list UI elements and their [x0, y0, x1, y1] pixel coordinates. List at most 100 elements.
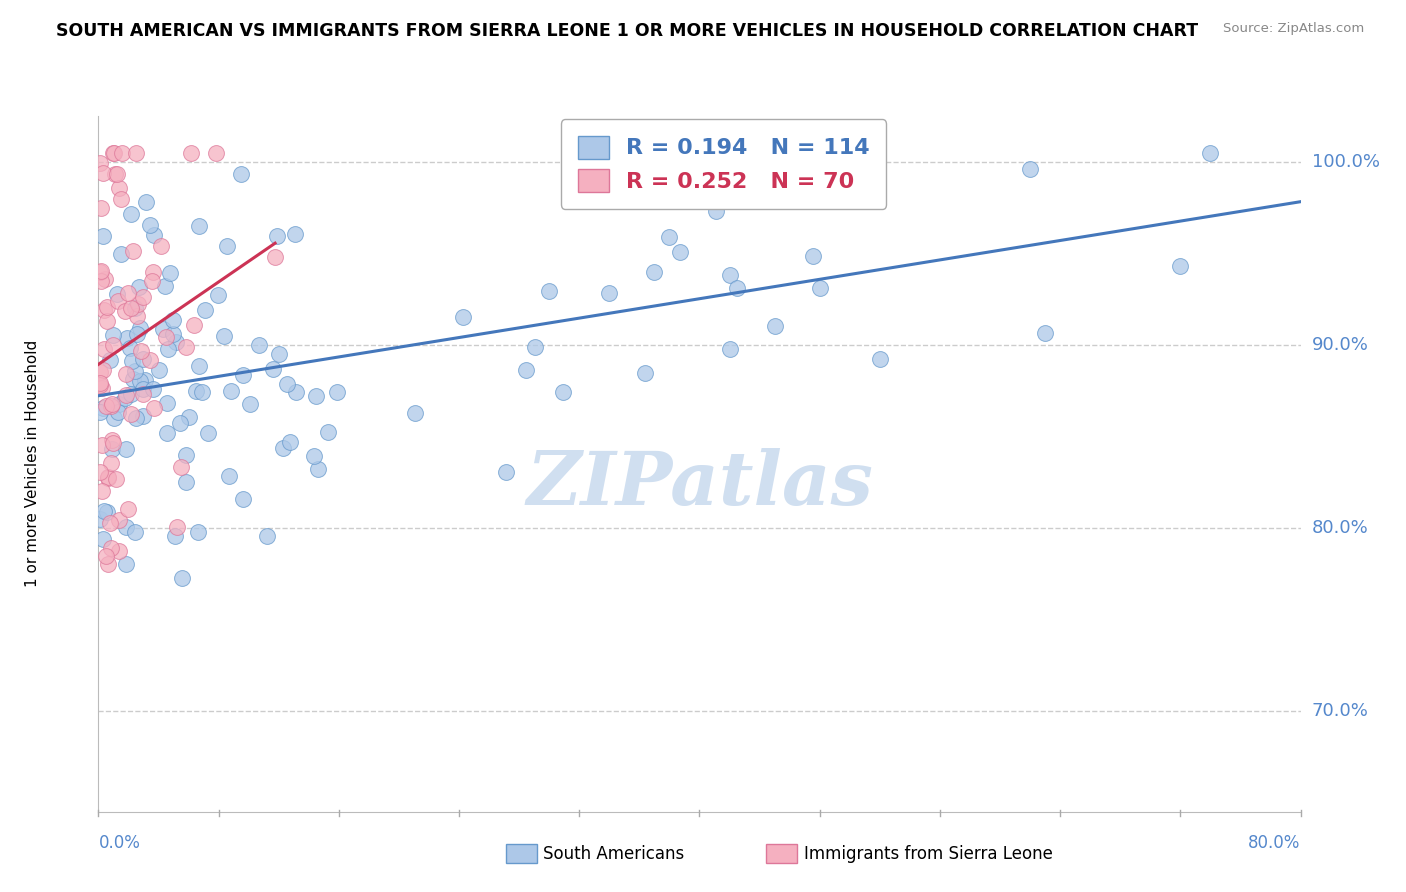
Point — [142, 265, 165, 279]
Point — [89, 155, 111, 169]
Point — [103, 410, 125, 425]
Point — [150, 239, 173, 253]
Point — [174, 340, 197, 354]
Point — [668, 245, 690, 260]
Point — [262, 362, 284, 376]
Point — [117, 331, 139, 345]
Point — [404, 407, 426, 421]
Point — [214, 329, 236, 343]
Point — [148, 363, 170, 377]
Point — [105, 167, 128, 181]
Text: SOUTH AMERICAN VS IMMIGRANTS FROM SIERRA LEONE 1 OR MORE VEHICLES IN HOUSEHOLD C: SOUTH AMERICAN VS IMMIGRANTS FROM SIERRA… — [56, 22, 1198, 40]
Text: Source: ZipAtlas.com: Source: ZipAtlas.com — [1223, 22, 1364, 36]
Point — [110, 192, 132, 206]
Point — [97, 557, 120, 571]
Point — [114, 392, 136, 406]
Point — [302, 450, 325, 464]
Point — [89, 465, 111, 479]
Point — [763, 318, 786, 333]
Point — [96, 313, 118, 327]
Text: 1 or more Vehicles in Household: 1 or more Vehicles in Household — [25, 340, 39, 588]
Point — [188, 359, 211, 373]
Point — [138, 353, 160, 368]
Point — [98, 516, 121, 531]
Point — [90, 264, 112, 278]
Point — [207, 288, 229, 302]
Point — [108, 544, 131, 558]
Text: ZIPatlas: ZIPatlas — [526, 449, 873, 521]
Point — [103, 145, 125, 160]
Point — [108, 180, 131, 194]
Point — [94, 272, 117, 286]
Point — [89, 512, 111, 526]
Point — [121, 354, 143, 368]
Point — [120, 407, 142, 421]
Point — [266, 228, 288, 243]
Point — [127, 296, 149, 310]
Point — [153, 279, 176, 293]
Point — [204, 145, 226, 160]
Point — [90, 274, 112, 288]
Point — [232, 491, 254, 506]
Point — [97, 471, 120, 485]
Point — [93, 363, 115, 377]
Point — [159, 266, 181, 280]
Point — [101, 338, 124, 352]
Point — [89, 365, 111, 379]
Point — [100, 353, 122, 368]
Point — [523, 341, 546, 355]
Legend: R = 0.194   N = 114, R = 0.252   N = 70: R = 0.194 N = 114, R = 0.252 N = 70 — [561, 120, 886, 209]
Text: 90.0%: 90.0% — [1312, 335, 1368, 354]
Point — [101, 442, 124, 456]
Point — [156, 426, 179, 441]
Point — [101, 328, 124, 343]
Point — [115, 442, 138, 456]
Text: Immigrants from Sierra Leone: Immigrants from Sierra Leone — [804, 845, 1053, 863]
Point — [91, 438, 114, 452]
Point — [120, 341, 142, 355]
Point — [706, 203, 728, 218]
Point — [108, 512, 131, 526]
Point — [183, 318, 205, 333]
Point — [104, 472, 127, 486]
Point — [94, 549, 117, 563]
Point — [157, 342, 180, 356]
Point — [115, 520, 138, 534]
Point — [97, 470, 120, 484]
Point — [453, 310, 475, 324]
Point — [100, 456, 122, 470]
Point — [188, 219, 211, 233]
Point — [91, 229, 114, 244]
Point — [174, 448, 197, 462]
Point — [89, 376, 111, 390]
Point — [1033, 326, 1056, 340]
Point — [120, 207, 142, 221]
Point — [1199, 145, 1222, 160]
Point — [163, 529, 186, 543]
Point — [117, 286, 139, 301]
Point — [124, 524, 146, 539]
Point — [165, 334, 187, 349]
Point — [124, 301, 146, 315]
Point — [495, 465, 517, 479]
Point — [93, 503, 115, 517]
Point — [187, 524, 209, 539]
Text: 80.0%: 80.0% — [1312, 519, 1368, 537]
Point — [170, 571, 193, 585]
Point — [155, 329, 177, 343]
Point — [1019, 161, 1042, 176]
Point — [169, 459, 191, 474]
Point — [142, 401, 165, 415]
Point — [132, 351, 155, 366]
Point — [115, 388, 138, 402]
Point — [770, 177, 793, 191]
Text: 70.0%: 70.0% — [1312, 702, 1368, 720]
Point — [267, 347, 290, 361]
Point — [276, 376, 298, 391]
Point — [125, 309, 148, 323]
Point — [100, 400, 122, 414]
Point — [96, 505, 118, 519]
Point — [156, 396, 179, 410]
Point — [142, 227, 165, 242]
Point — [110, 247, 132, 261]
